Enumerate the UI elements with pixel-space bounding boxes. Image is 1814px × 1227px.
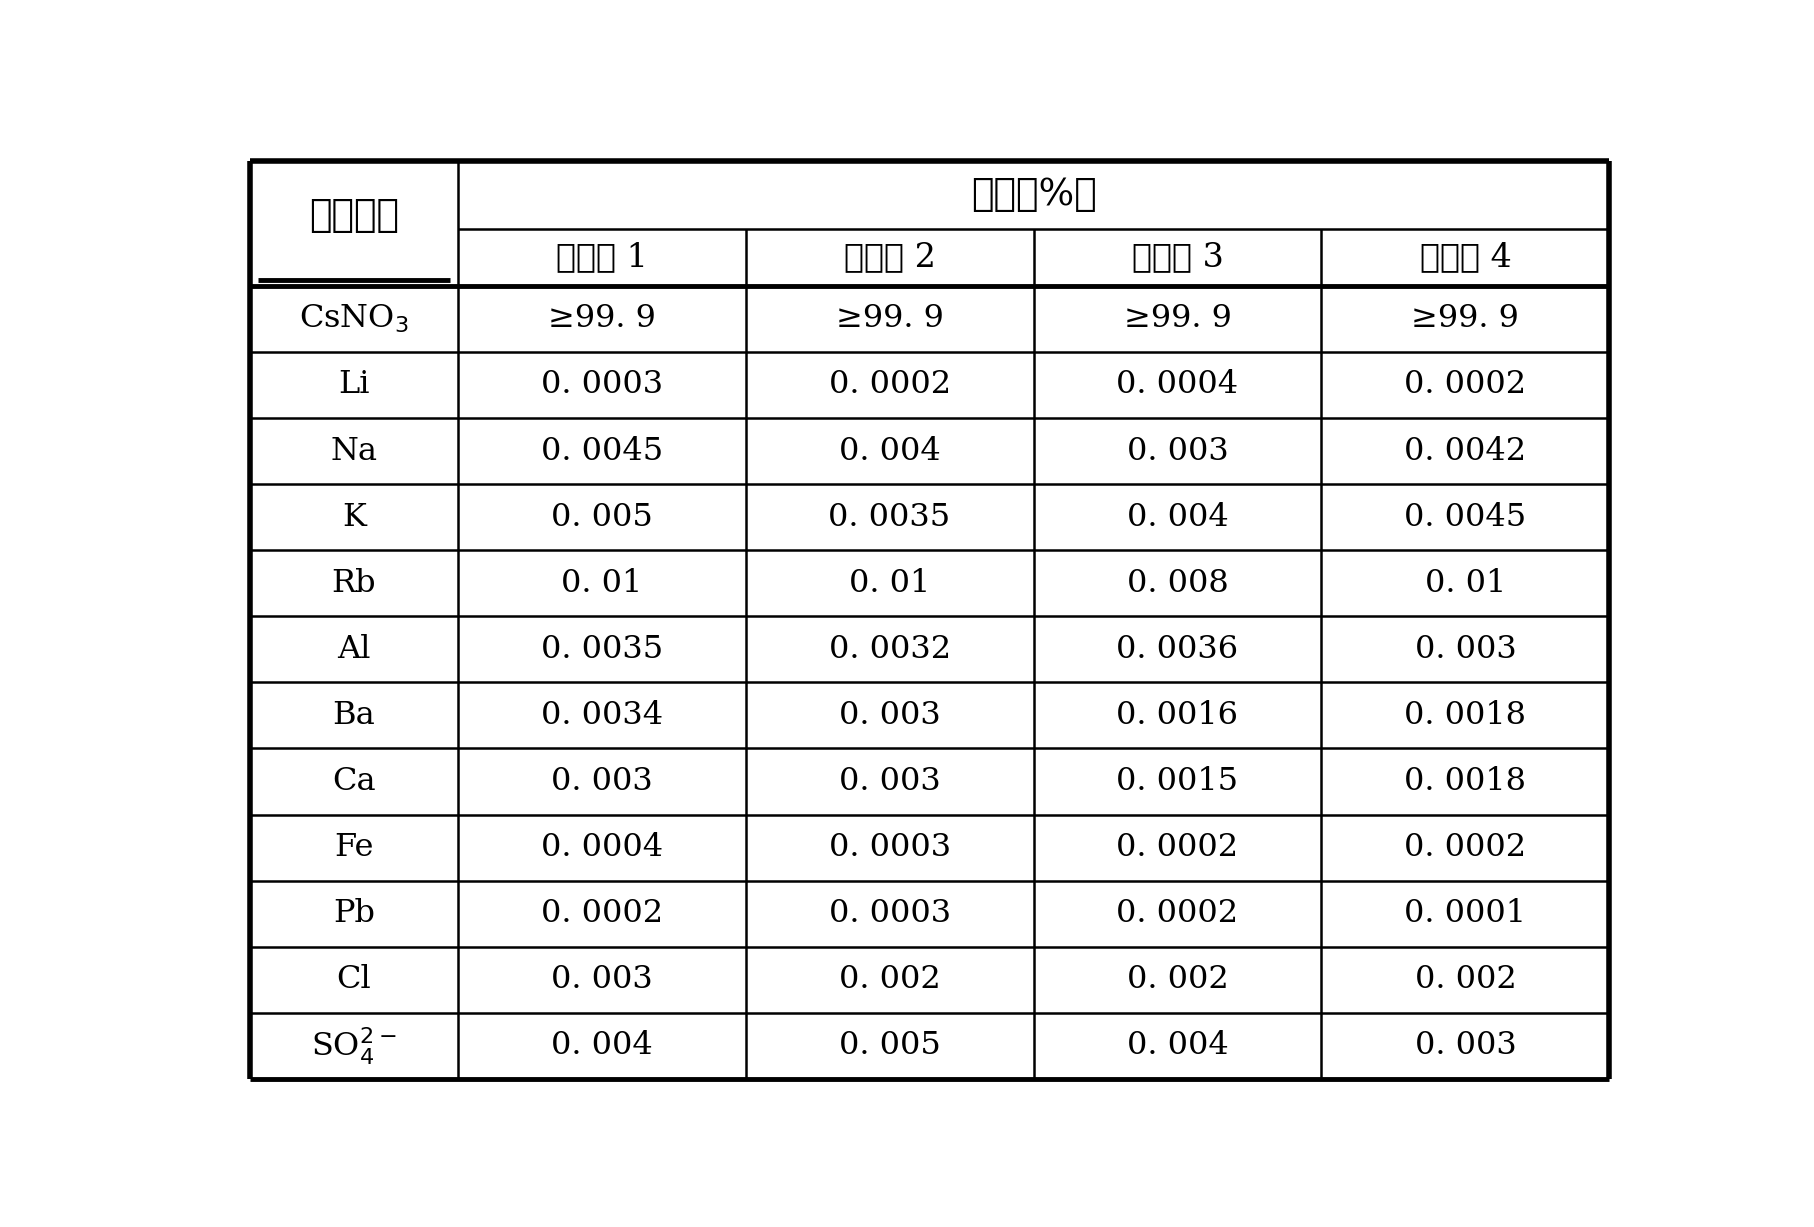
Text: ≥99. 9: ≥99. 9 — [1411, 303, 1520, 335]
Text: 0. 0002: 0. 0002 — [1116, 898, 1239, 929]
Text: ≥99. 9: ≥99. 9 — [548, 303, 655, 335]
Text: Cl: Cl — [336, 964, 372, 995]
Text: 0. 003: 0. 003 — [1415, 634, 1517, 665]
Text: 0. 0002: 0. 0002 — [1404, 369, 1526, 400]
Text: 0. 0035: 0. 0035 — [541, 634, 662, 665]
Text: 0. 0003: 0. 0003 — [541, 369, 662, 400]
Text: Ca: Ca — [332, 766, 375, 798]
Text: 0. 0004: 0. 0004 — [541, 832, 662, 863]
Text: 实施例 3: 实施例 3 — [1132, 242, 1223, 274]
Text: 含量（%）: 含量（%） — [970, 177, 1096, 213]
Text: Na: Na — [330, 436, 377, 466]
Text: ≥99. 9: ≥99. 9 — [1123, 303, 1232, 335]
Text: 0. 0016: 0. 0016 — [1116, 699, 1239, 731]
Text: 0. 003: 0. 003 — [1415, 1031, 1517, 1061]
Text: K: K — [341, 502, 366, 533]
Text: 0. 008: 0. 008 — [1126, 568, 1228, 599]
Text: 0. 01: 0. 01 — [561, 568, 642, 599]
Text: Pb: Pb — [332, 898, 375, 929]
Text: Al: Al — [337, 634, 370, 665]
Text: 0. 003: 0. 003 — [551, 766, 653, 798]
Text: 0. 01: 0. 01 — [1424, 568, 1506, 599]
Text: 0. 005: 0. 005 — [551, 502, 653, 533]
Text: Rb: Rb — [332, 568, 375, 599]
Text: 0. 0002: 0. 0002 — [541, 898, 662, 929]
Text: 0. 0036: 0. 0036 — [1116, 634, 1239, 665]
Text: 0. 003: 0. 003 — [551, 964, 653, 995]
Text: 检验项目: 检验项目 — [308, 198, 399, 234]
Text: Ba: Ba — [332, 699, 375, 731]
Text: 0. 003: 0. 003 — [1126, 436, 1228, 466]
Text: 0. 004: 0. 004 — [551, 1031, 653, 1061]
Text: 实施例 1: 实施例 1 — [555, 242, 648, 274]
Text: 0. 0035: 0. 0035 — [829, 502, 951, 533]
Text: 0. 004: 0. 004 — [1126, 1031, 1228, 1061]
Text: 0. 005: 0. 005 — [838, 1031, 940, 1061]
Text: SO$_4^{2-}$: SO$_4^{2-}$ — [312, 1025, 397, 1066]
Text: CsNO$_3$: CsNO$_3$ — [299, 303, 408, 335]
Text: 0. 0034: 0. 0034 — [541, 699, 662, 731]
Text: 0. 0003: 0. 0003 — [829, 832, 951, 863]
Text: 0. 0045: 0. 0045 — [541, 436, 662, 466]
Text: 0. 01: 0. 01 — [849, 568, 931, 599]
Text: 0. 0004: 0. 0004 — [1116, 369, 1239, 400]
Text: 0. 0015: 0. 0015 — [1116, 766, 1239, 798]
Text: 0. 0045: 0. 0045 — [1404, 502, 1527, 533]
Text: 0. 0042: 0. 0042 — [1404, 436, 1526, 466]
Text: 0. 0032: 0. 0032 — [829, 634, 951, 665]
Text: 0. 0002: 0. 0002 — [1116, 832, 1239, 863]
Text: 实施例 4: 实施例 4 — [1420, 242, 1511, 274]
Text: Fe: Fe — [334, 832, 374, 863]
Text: 0. 004: 0. 004 — [838, 436, 940, 466]
Text: 0. 0018: 0. 0018 — [1404, 699, 1526, 731]
Text: 0. 0018: 0. 0018 — [1404, 766, 1526, 798]
Text: 0. 0001: 0. 0001 — [1404, 898, 1526, 929]
Text: 0. 003: 0. 003 — [838, 766, 940, 798]
Text: 0. 002: 0. 002 — [1415, 964, 1517, 995]
Text: 0. 002: 0. 002 — [838, 964, 940, 995]
Text: 0. 0003: 0. 0003 — [829, 898, 951, 929]
Text: 0. 0002: 0. 0002 — [829, 369, 951, 400]
Text: 0. 004: 0. 004 — [1126, 502, 1228, 533]
Text: Li: Li — [337, 369, 370, 400]
Text: 0. 002: 0. 002 — [1126, 964, 1228, 995]
Text: 0. 0002: 0. 0002 — [1404, 832, 1526, 863]
Text: ≥99. 9: ≥99. 9 — [836, 303, 943, 335]
Text: 0. 003: 0. 003 — [838, 699, 940, 731]
Text: 实施例 2: 实施例 2 — [844, 242, 936, 274]
